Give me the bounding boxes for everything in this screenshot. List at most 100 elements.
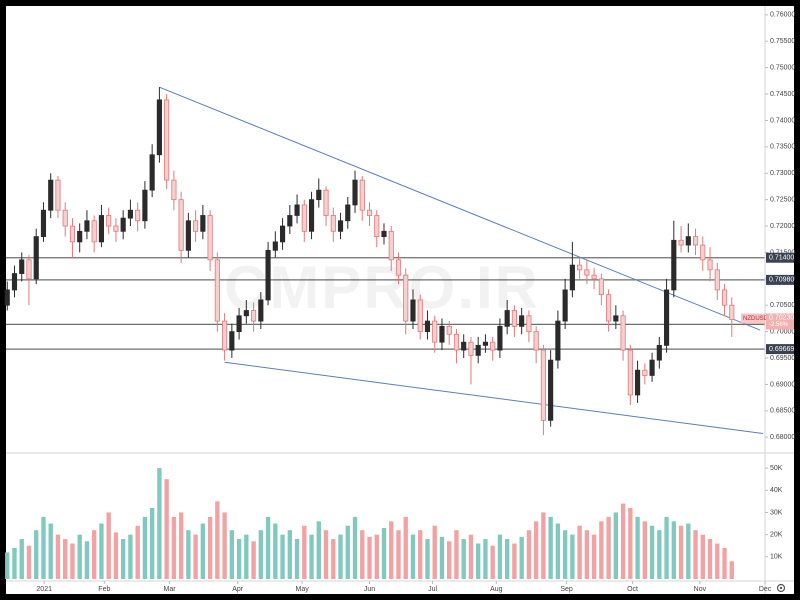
candle-body [577,264,583,271]
volume-bar [497,534,503,579]
candle-body [635,369,641,396]
candle-body [707,259,713,271]
symbol-label: NZDUSD [743,316,769,322]
candle-body [26,259,32,280]
volume-bar [410,534,416,579]
volume-bar [526,530,532,579]
volume-bar [63,539,68,579]
volume-bar [164,479,169,579]
x-tick-label: May [296,586,310,593]
volume-bar [671,521,676,579]
y-tick-label: 0.70000 [770,328,795,335]
volume-bar [454,530,459,579]
candle-body [98,215,105,243]
volume-bar [628,508,633,579]
volume-bar [157,468,162,579]
volume-bar [729,561,734,579]
volume-bar [418,530,423,579]
volume-bar [584,530,590,579]
candle-body [374,215,380,237]
candle-body [287,215,293,227]
candle-body [627,349,633,396]
candle-body [164,99,170,181]
candle-body [497,325,503,351]
candle-body [77,230,83,243]
candle-body [294,204,300,216]
volume-bar [577,525,582,579]
x-tick-label: 2021 [36,586,52,593]
main-layer [4,86,763,579]
volume-bar [722,547,727,579]
volume-bar [678,525,684,579]
volume-bar [309,534,314,579]
candle-body [135,209,141,222]
candle-body [62,209,68,227]
volume-bar [142,516,148,579]
candle-body [366,209,373,216]
price-change: -2.56% [769,322,789,328]
volume-bar [396,530,401,579]
y-tick-label: 0.69000 [770,381,795,388]
volume-bar [439,536,445,579]
candle-body [352,179,358,206]
volume-bar [229,530,235,579]
volume-bar [664,516,669,579]
candle-body [671,239,677,291]
candle-body [4,289,10,306]
volume-bar [715,543,720,579]
candle-body [591,274,597,280]
volume-bar [200,523,206,579]
candle-body [403,274,409,322]
volume-bar [316,521,321,579]
volume-tick-label: 30K [770,509,783,516]
candle-body [345,204,351,222]
volume-bar [193,534,198,579]
candle-body [337,220,344,232]
settings-gear[interactable] [776,583,786,593]
volume-bar [171,516,177,579]
volume-bar [432,525,437,579]
volume-bar [113,532,119,579]
volume-bar [693,530,698,579]
volume-bar [374,534,379,579]
candle-body [69,225,76,243]
candle-body [106,215,112,227]
volume-bar [620,503,626,579]
candle-body [533,331,539,351]
y-tick-label: 0.76000 [770,12,795,19]
volume-bar [352,516,358,579]
candle-body [468,341,474,356]
volume-bar [504,539,510,579]
candle-body [222,320,228,351]
volume-tick-label: 20K [770,531,783,538]
candle-body [279,225,286,243]
candle-body [127,209,133,219]
volume-bar [447,541,452,579]
candle-body [381,230,387,237]
volume-bar [686,523,691,579]
candle-body [714,269,720,291]
volume-bar [360,530,365,579]
volume-bar [186,530,191,579]
y-tick-label: 0.75000 [770,65,795,72]
candle-body [678,239,684,246]
candle-body [207,215,213,261]
volume-bar [476,543,481,579]
volume-bar [562,530,568,579]
volume-bar [338,534,343,579]
candle-body [555,320,561,361]
volume-bar [519,536,524,579]
candle-body [156,99,162,156]
x-tick-label: Dec [759,586,772,593]
candle-body [236,315,242,333]
volume-bar [345,525,350,579]
volume-bar [12,547,17,579]
volume-bar [425,539,430,579]
settings-icon[interactable] [776,583,786,593]
candle-body [729,304,735,320]
volume-bar [483,539,488,579]
settings-gear-center[interactable] [779,586,783,590]
volume-bar [512,543,517,579]
candle-body [142,189,148,222]
volume-tick-label: 10K [770,554,783,561]
